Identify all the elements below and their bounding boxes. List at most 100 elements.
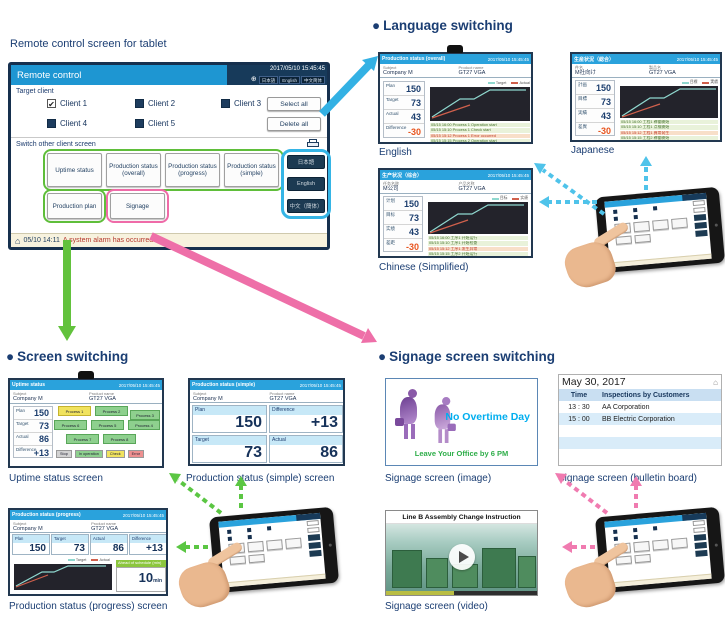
home-icon[interactable]: ⌂ (15, 235, 21, 246)
client-5-checkbox-row: Client 5 (135, 119, 175, 128)
caption-japanese: Japanese (571, 145, 615, 156)
bulletin-row-empty (559, 437, 721, 449)
lang-chip-japanese[interactable]: 日本語 (258, 76, 279, 84)
language-arrow (319, 56, 378, 117)
lang-chip-chinese[interactable]: 中文简体 (301, 76, 325, 84)
switch-screen-label: Switch other client screen (16, 141, 96, 148)
uptime-status-screen: Uptime status 2017/05/10 15:45:45 Subject… (8, 378, 164, 468)
remote-control-screen: Remote control 2017/05/10 15:45:45 ⊕ 日本語… (8, 62, 331, 250)
caption-chinese: Chinese (Simplified) (379, 262, 469, 273)
bullet-icon: ● (6, 349, 15, 364)
process-box: Process 5 (91, 420, 124, 430)
process-box: Process 2 (95, 406, 128, 416)
client-3-checkbox[interactable] (221, 99, 230, 108)
remote-titlebar-right: 2017/05/10 15:45:45 ⊕ 日本語 English 中文简体 (227, 65, 327, 85)
caption-simple: Production status (simple) screen (186, 473, 335, 484)
printer-icon[interactable] (307, 139, 319, 149)
production-status-simple-screen: Production status (simple) 2017/05/10 15:… (188, 378, 345, 466)
caption-english: English (379, 147, 412, 158)
production-status-overall-button[interactable]: Production status (overall) (106, 153, 161, 187)
client-4-checkbox[interactable] (47, 119, 56, 128)
divider (11, 137, 327, 138)
target-client-label: Target client (16, 88, 54, 95)
signage-button[interactable]: Signage (110, 193, 165, 219)
home-icon[interactable]: ⌂ (713, 377, 718, 387)
bulletin-row-empty (559, 449, 721, 461)
remote-titlebar: Remote control 2017/05/10 15:45:45 ⊕ 日本語… (11, 65, 327, 85)
client-1-checkbox[interactable]: ✔ (47, 99, 56, 109)
video-title: Line B Assembly Change Instruction (386, 511, 537, 524)
stats-panel: Plan 150 Target 73 Actual 43 Difference -30 (383, 81, 425, 138)
client-2-label: Client 2 (148, 99, 176, 108)
event-log: 05/15 16:00 工程1 稼働開始 05/15 15:10 工程1 点検開… (620, 120, 718, 140)
bulletin-row: 15 : 00 BB Electric Corporation (559, 413, 721, 425)
heading-signage-switching: ● Signage screen switching (378, 349, 555, 364)
uptime-status-button[interactable]: Uptime status (47, 153, 102, 187)
monitor-mount (447, 45, 463, 53)
chart-legend: Target Actual (14, 558, 110, 562)
client-2-checkbox-row: Client 2 (135, 99, 175, 108)
page-title: Remote control screen for tablet (10, 38, 167, 50)
caption-signage-image: Signage screen (image) (385, 473, 492, 484)
caption-video: Signage screen (video) (385, 601, 488, 612)
caption-bulletin: Signage screen (bulletin board) (558, 473, 697, 484)
lang-button-chinese[interactable]: 中文（簡体） (287, 199, 325, 213)
process-box: Process 4 (128, 420, 160, 430)
monitor-mount (78, 371, 94, 379)
client-5-label: Client 5 (148, 119, 176, 128)
production-status-overall-screen-japanese: 生産状況（総合） 2017/05/10 15:45:45 件名 M社向け 製品名 GT… (570, 52, 722, 142)
tablet-signage (594, 506, 725, 594)
camera-icon (714, 223, 718, 227)
process-box: Process 7 (66, 434, 99, 444)
chart-legend: 目標 実績 (620, 80, 718, 85)
event-log: 05/15 16:00 工序1 开始运行 05/15 15:10 工序1 开始检… (428, 236, 528, 256)
tablet-screen (604, 192, 712, 268)
bullet-icon: ● (372, 18, 381, 33)
process-box: Process 1 (58, 406, 91, 416)
stats-panel: 计划 150 目标 73 实绩 43 差距 -30 (383, 196, 423, 252)
client-5-checkbox[interactable] (135, 119, 144, 128)
client-1-label: Client 1 (60, 99, 88, 108)
process-box: Process 8 (103, 434, 136, 444)
signage-headline: No Overtime Day (445, 411, 530, 423)
lang-button-english[interactable]: English (287, 177, 325, 191)
screen-titlebar: Production status (overall) 2017/05/10 1… (380, 54, 531, 64)
production-plan-button[interactable]: Production plan (47, 193, 102, 219)
chart-legend: Target Actual (430, 81, 530, 85)
line-chart (430, 87, 530, 121)
production-status-simple-button[interactable]: Production status (simple) (224, 153, 279, 187)
production-status-progress-button[interactable]: Production status (progress) (165, 153, 220, 187)
client-2-checkbox[interactable] (135, 99, 144, 108)
heading-screen-switching: ● Screen switching (6, 349, 129, 364)
bulletin-header-row: Time Inspections by Customers (559, 389, 721, 401)
delete-all-button[interactable]: Delete all (267, 117, 321, 131)
process-box: Process 6 (54, 420, 87, 430)
factory-video-still (386, 524, 537, 595)
screen-switching-arrow (58, 240, 76, 341)
bullet-icon: ● (378, 349, 387, 364)
person-silhouette (434, 397, 456, 443)
video-progress-bar[interactable] (386, 591, 537, 595)
state-legend: Stop In operation Check Error (56, 450, 145, 458)
bulletin-date-row: May 30, 2017 ⌂ (562, 376, 718, 388)
select-all-button[interactable]: Select all (267, 97, 321, 111)
caption-uptime: Uptime status screen (9, 473, 103, 484)
lang-button-japanese[interactable]: 日本語 (287, 155, 325, 169)
stats-panel: 計画 150 目標 73 実績 43 差異 -30 (575, 80, 615, 136)
tablet-screen-switching (208, 506, 340, 594)
client-3-checkbox-row: Client 3 (221, 99, 261, 108)
subject-row: Subject Company M Product name GT27 VGA (380, 64, 531, 78)
line-chart (14, 564, 112, 590)
client-1-checkbox-row: ✔ Client 1 (47, 99, 88, 109)
ahead-of-schedule-box: Ahead of schedule (min) 10min (116, 560, 166, 592)
globe-icon: ⊕ (250, 76, 257, 83)
status-message: A system alarm has occurred. (62, 237, 156, 244)
play-icon (458, 550, 469, 563)
remote-status-bar: ⌂ 05/10 14:11 A system alarm has occurre… (11, 233, 327, 247)
stats-panel: Plan 150 Target 73 Actual 86 Difference +13 (13, 406, 53, 458)
camera-icon (328, 543, 332, 547)
play-button[interactable] (448, 543, 475, 570)
lang-chip-english[interactable]: English (279, 76, 300, 84)
bulletin-row: 13 : 30 AA Corporation (568, 403, 650, 411)
